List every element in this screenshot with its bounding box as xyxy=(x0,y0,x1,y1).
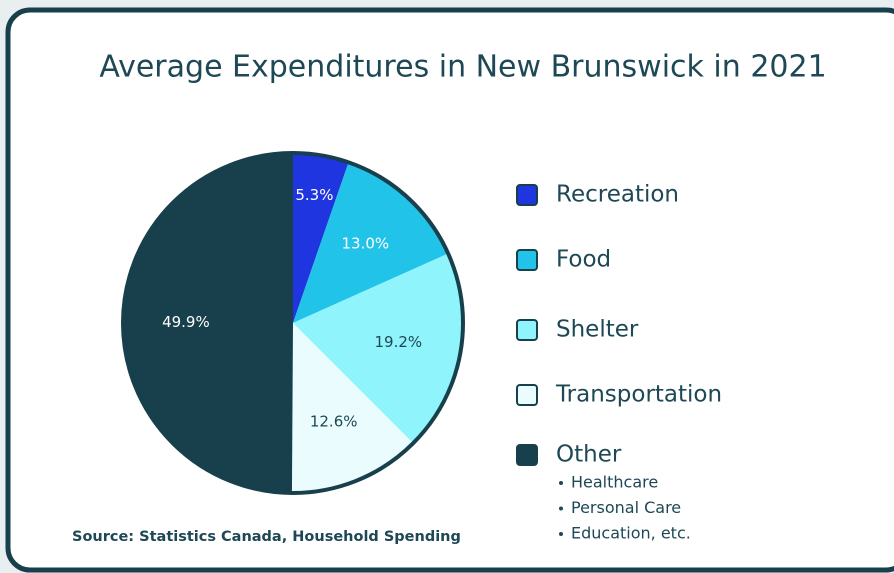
legend-label: Recreation xyxy=(556,182,679,208)
slice-label: 13.0% xyxy=(342,235,390,253)
bullet xyxy=(559,506,563,511)
pie-outline xyxy=(121,151,465,495)
pie-slice xyxy=(293,253,463,444)
other-item: Personal Care xyxy=(571,498,681,517)
source: Source: Statistics Canada, Household Spe… xyxy=(72,529,461,545)
slice-label: 19.2% xyxy=(374,333,422,351)
bullet xyxy=(559,481,563,485)
bullet xyxy=(559,532,563,536)
legend-label: Shelter xyxy=(556,317,639,343)
legend-label: Other xyxy=(556,442,622,468)
legend-swatch xyxy=(516,184,538,206)
slice-label: 49.9% xyxy=(162,313,210,331)
legend-swatch xyxy=(516,444,538,466)
chart-title: Average Expenditures in New Brunswick in… xyxy=(99,50,826,85)
legend-label: Transportation xyxy=(555,382,722,408)
pie-slice xyxy=(293,162,449,323)
legend-swatch xyxy=(516,249,538,271)
other-item: Education, etc. xyxy=(571,524,691,543)
legend-swatch xyxy=(516,319,538,341)
pie-slice xyxy=(123,153,293,493)
slice-label: 12.6% xyxy=(310,413,358,431)
legend-label: Food xyxy=(556,247,611,273)
pie-slice xyxy=(291,323,414,493)
other-item: Healthcare xyxy=(571,473,658,492)
slice-label: 5.3% xyxy=(295,186,333,204)
pie-slice xyxy=(293,153,349,323)
legend-swatch xyxy=(516,384,538,406)
